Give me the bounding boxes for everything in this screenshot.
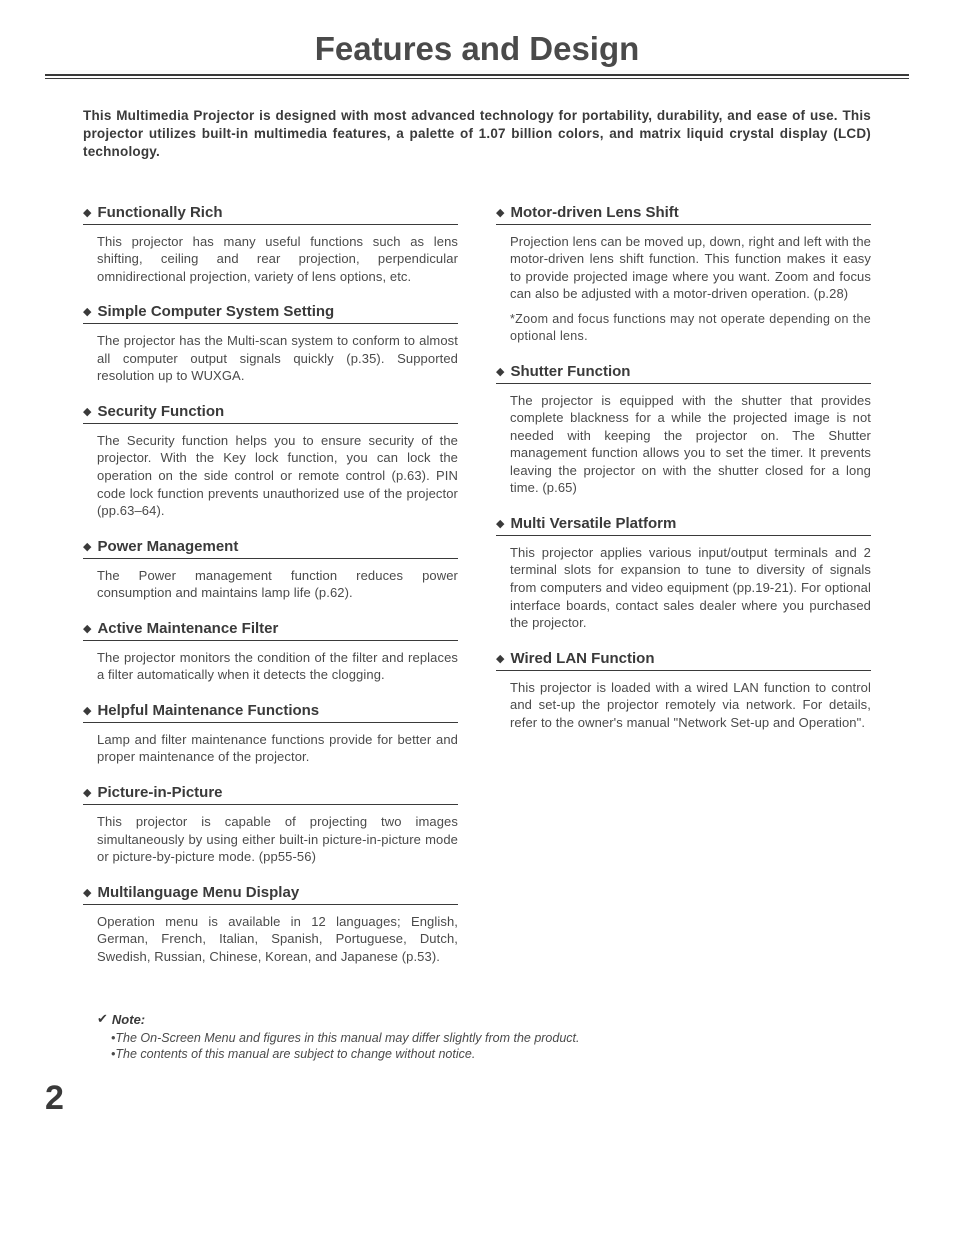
diamond-icon: ◆ xyxy=(83,786,91,799)
feature-block: ◆ Motor-driven Lens Shift Projection lens … xyxy=(496,204,871,345)
feature-rule xyxy=(496,535,871,536)
diamond-icon: ◆ xyxy=(83,405,91,418)
diamond-icon: ◆ xyxy=(496,365,504,378)
feature-body: This projector is capable of projecting … xyxy=(97,813,458,866)
diamond-icon: ◆ xyxy=(496,206,504,219)
feature-heading-row: ◆ Helpful Maintenance Functions xyxy=(83,702,458,719)
feature-heading-row: ◆ Power Management xyxy=(83,538,458,555)
feature-rule xyxy=(83,558,458,559)
feature-body: Projection lens can be moved up, down, r… xyxy=(510,233,871,303)
feature-title: Security Function xyxy=(97,403,224,420)
feature-rule xyxy=(83,804,458,805)
diamond-icon: ◆ xyxy=(496,517,504,530)
feature-rule xyxy=(496,383,871,384)
intro-paragraph: This Multimedia Projector is designed wi… xyxy=(83,107,871,162)
diamond-icon: ◆ xyxy=(496,652,504,665)
feature-title: Wired LAN Function xyxy=(510,650,654,667)
note-item: •The On-Screen Menu and figures in this … xyxy=(111,1030,871,1046)
feature-body: Lamp and filter maintenance functions pr… xyxy=(97,731,458,766)
feature-title: Power Management xyxy=(97,538,238,555)
check-icon: ✔ xyxy=(97,1011,108,1027)
feature-body: This projector applies various input/out… xyxy=(510,544,871,632)
feature-rule xyxy=(496,224,871,225)
feature-body: The projector monitors the condition of … xyxy=(97,649,458,684)
diamond-icon: ◆ xyxy=(83,622,91,635)
feature-block: ◆ Multi Versatile Platform This projector … xyxy=(496,515,871,632)
feature-heading-row: ◆ Simple Computer System Setting xyxy=(83,303,458,320)
feature-rule xyxy=(83,323,458,324)
feature-heading-row: ◆ Shutter Function xyxy=(496,363,871,380)
note-label-row: ✔ Note: xyxy=(97,1011,871,1027)
feature-block: ◆ Picture-in-Picture This projector is cap… xyxy=(83,784,458,866)
feature-heading-row: ◆ Picture-in-Picture xyxy=(83,784,458,801)
feature-rule xyxy=(83,722,458,723)
feature-block: ◆ Simple Computer System Setting The proje… xyxy=(83,303,458,385)
feature-block: ◆ Multilanguage Menu Display Operation men… xyxy=(83,884,458,966)
feature-title: Multi Versatile Platform xyxy=(510,515,676,532)
feature-title: Multilanguage Menu Display xyxy=(97,884,299,901)
feature-body: The projector has the Multi-scan system … xyxy=(97,332,458,385)
feature-body: The Power management function reduces po… xyxy=(97,567,458,602)
feature-title: Motor-driven Lens Shift xyxy=(510,204,678,221)
feature-rule xyxy=(83,224,458,225)
feature-block: ◆ Shutter Function The projector is equipp… xyxy=(496,363,871,497)
feature-block: ◆ Helpful Maintenance Functions Lamp and f… xyxy=(83,702,458,766)
feature-title: Functionally Rich xyxy=(97,204,222,221)
right-column: ◆ Motor-driven Lens Shift Projection lens … xyxy=(496,204,871,984)
feature-rule xyxy=(496,670,871,671)
diamond-icon: ◆ xyxy=(83,886,91,899)
feature-rule xyxy=(83,904,458,905)
feature-heading-row: ◆ Active Maintenance Filter xyxy=(83,620,458,637)
feature-title: Simple Computer System Setting xyxy=(97,303,334,320)
title-rule-thick xyxy=(45,74,909,76)
feature-heading-row: ◆ Functionally Rich xyxy=(83,204,458,221)
feature-body: The Security function helps you to ensur… xyxy=(97,432,458,520)
feature-body: This projector has many useful functions… xyxy=(97,233,458,286)
page-number: 2 xyxy=(45,1079,909,1118)
feature-title: Shutter Function xyxy=(510,363,630,380)
feature-rule xyxy=(83,423,458,424)
feature-note: *Zoom and focus functions may not operat… xyxy=(510,311,871,345)
footer-note: ✔ Note: •The On-Screen Menu and figures … xyxy=(97,1011,871,1063)
feature-heading-row: ◆ Multilanguage Menu Display xyxy=(83,884,458,901)
feature-heading-row: ◆ Motor-driven Lens Shift xyxy=(496,204,871,221)
note-item: •The contents of this manual are subject… xyxy=(111,1046,871,1062)
feature-block: ◆ Active Maintenance Filter The projector … xyxy=(83,620,458,684)
feature-rule xyxy=(83,640,458,641)
feature-heading-row: ◆ Wired LAN Function xyxy=(496,650,871,667)
diamond-icon: ◆ xyxy=(83,206,91,219)
feature-block: ◆ Functionally Rich This projector has man… xyxy=(83,204,458,286)
feature-body: This projector is loaded with a wired LA… xyxy=(510,679,871,732)
page-title: Features and Design xyxy=(45,30,909,68)
feature-title: Helpful Maintenance Functions xyxy=(97,702,319,719)
diamond-icon: ◆ xyxy=(83,704,91,717)
note-label: Note: xyxy=(112,1012,145,1027)
title-rule-thin xyxy=(45,78,909,79)
feature-body: Operation menu is available in 12 langua… xyxy=(97,913,458,966)
feature-body: The projector is equipped with the shutt… xyxy=(510,392,871,497)
diamond-icon: ◆ xyxy=(83,540,91,553)
feature-block: ◆ Wired LAN Function This projector is loa… xyxy=(496,650,871,732)
feature-block: ◆ Power Management The Power management fu… xyxy=(83,538,458,602)
diamond-icon: ◆ xyxy=(83,305,91,318)
feature-columns: ◆ Functionally Rich This projector has man… xyxy=(83,204,871,984)
feature-heading-row: ◆ Security Function xyxy=(83,403,458,420)
left-column: ◆ Functionally Rich This projector has man… xyxy=(83,204,458,984)
feature-block: ◆ Security Function The Security function … xyxy=(83,403,458,520)
feature-heading-row: ◆ Multi Versatile Platform xyxy=(496,515,871,532)
feature-title: Picture-in-Picture xyxy=(97,784,222,801)
feature-title: Active Maintenance Filter xyxy=(97,620,278,637)
